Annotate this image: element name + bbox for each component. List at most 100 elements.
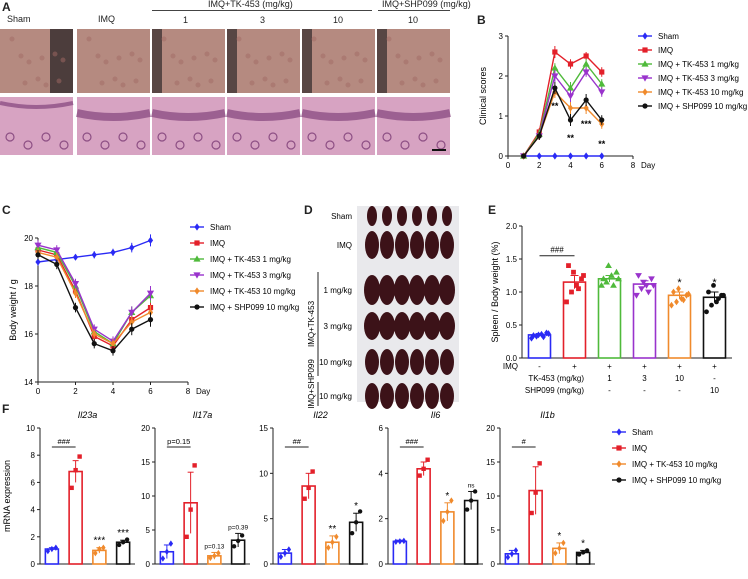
- spleen-row-label: IMQ: [337, 241, 352, 250]
- bracket-label: p=0.15: [167, 437, 190, 446]
- skin-lesion: [212, 57, 218, 63]
- data-point: [110, 340, 116, 348]
- y-tick-label: 2.0: [506, 222, 518, 231]
- data-point: [583, 104, 589, 112]
- data-point: [679, 295, 684, 302]
- data-point: [445, 508, 450, 516]
- bracket-label: ##: [293, 437, 302, 446]
- table-cell: -: [573, 386, 576, 395]
- skin-lesion: [328, 59, 334, 65]
- skin-lesion: [18, 53, 24, 59]
- data-point: [441, 517, 446, 525]
- hair-follicle: [307, 132, 317, 142]
- y-tick-label: 5: [491, 526, 496, 535]
- hair-follicle: [325, 140, 335, 150]
- data-point: [598, 80, 606, 87]
- spleen-row-label: 10 mg/kg: [319, 392, 352, 401]
- table-cell: 10: [710, 386, 719, 395]
- spleen: [395, 231, 409, 259]
- data-point: [49, 545, 55, 553]
- data-point: [188, 507, 193, 512]
- y-tick-label: 6: [379, 424, 384, 433]
- significance-label: **: [551, 101, 559, 111]
- hair-follicle: [268, 132, 278, 142]
- skin-lesion: [320, 53, 326, 59]
- x-tick-label: 6: [148, 387, 153, 396]
- data-point: [129, 326, 135, 332]
- significance-label: *: [581, 538, 585, 549]
- data-point: [716, 296, 721, 301]
- chart-b-clinical-scores: 0 1 2 3 0 2 4 6 8 Day Clinical scores Sham IMQ IMQ + …: [478, 32, 747, 170]
- table-cell: +: [572, 362, 577, 371]
- skin-lesion: [39, 55, 45, 61]
- data-point: [146, 290, 155, 297]
- skin-lesion: [133, 78, 139, 84]
- legend-label: IMQ + TK-453 1 mg/kg: [210, 255, 291, 264]
- legend-marker: [642, 32, 648, 40]
- data-point: [505, 554, 511, 561]
- y-tick-label: 1.5: [506, 255, 518, 264]
- skin-lesion: [56, 78, 62, 84]
- legend-marker: [642, 103, 648, 109]
- significance-label: ***: [581, 119, 592, 129]
- data-point: [561, 539, 566, 547]
- bar: [597, 278, 622, 359]
- skin-lesion: [270, 82, 276, 88]
- group-label-tk10: 10: [333, 15, 344, 25]
- skin-lesion: [416, 55, 422, 61]
- group-label-shp10: 10: [408, 15, 419, 25]
- y-tick-label: 15: [141, 458, 150, 467]
- y-tick-label: 10: [486, 492, 495, 501]
- data-point: [353, 520, 359, 525]
- y-tick-label: 1: [499, 112, 504, 121]
- hair-follicle: [232, 132, 242, 142]
- data-point: [216, 549, 221, 557]
- y-tick-label: 0: [264, 560, 269, 569]
- data-point: [521, 153, 527, 159]
- spleen-row-label: 1 mg/kg: [324, 286, 352, 295]
- tk-header-line: [152, 10, 372, 11]
- hair-follicle: [382, 132, 392, 142]
- y-tick-label: 5: [146, 526, 151, 535]
- skin-lesion: [262, 76, 268, 82]
- data-point: [464, 507, 470, 512]
- y-tick-label: 3: [499, 32, 504, 41]
- data-point: [709, 302, 714, 308]
- data-point: [116, 542, 122, 548]
- data-point: [330, 539, 335, 546]
- data-point: [35, 258, 41, 266]
- shp-group-label: IMQ+SHP099: [307, 359, 316, 409]
- data-point: [681, 296, 686, 304]
- data-point: [583, 152, 589, 160]
- hair-follicle: [211, 140, 221, 150]
- panel-letter-b: B: [477, 13, 486, 27]
- spleen: [427, 206, 437, 226]
- table-cell: -: [573, 374, 576, 383]
- spleen: [439, 312, 455, 340]
- hair-follicle: [418, 132, 428, 142]
- panel-letter-c: C: [2, 203, 11, 217]
- data-point: [397, 538, 403, 545]
- data-point: [584, 548, 590, 553]
- group-label-imq: IMQ: [98, 14, 115, 24]
- gene-title: Il22: [313, 410, 328, 420]
- data-point: [71, 281, 80, 288]
- table-cell: 10: [675, 374, 684, 383]
- data-point: [72, 305, 79, 311]
- data-point: [168, 540, 174, 547]
- legend-marker: [641, 60, 649, 67]
- skin-lesion: [412, 76, 418, 82]
- data-point: [615, 275, 622, 282]
- bracket-label: #: [522, 437, 527, 446]
- skin-lesion: [437, 57, 443, 63]
- panel-letter-d: D: [304, 203, 313, 217]
- y-axis-label: Clinical scores: [478, 66, 488, 125]
- data-point: [73, 467, 78, 473]
- data-point: [706, 289, 711, 295]
- y-tick-label: 0.0: [506, 354, 518, 363]
- epidermis-layer: [226, 109, 301, 121]
- spleen: [410, 349, 424, 375]
- spleen: [442, 206, 452, 226]
- data-point: [160, 555, 166, 562]
